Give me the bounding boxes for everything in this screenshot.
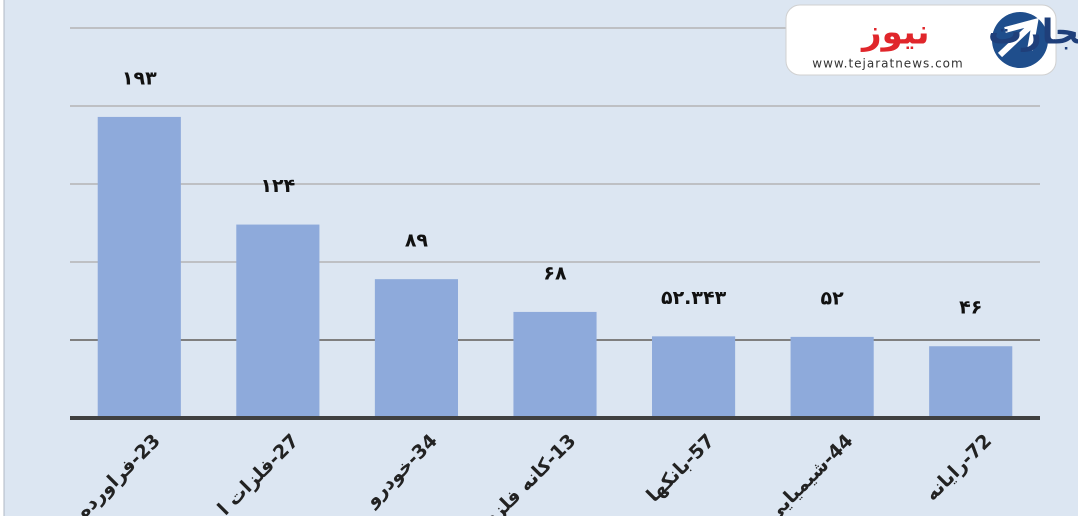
bar — [652, 336, 736, 418]
logo: تجارت نیوز www.tejaratnews.com — [785, 4, 1078, 76]
logo-name-first: تجارت — [988, 13, 1078, 53]
logo-url: www.tejaratnews.com — [812, 57, 963, 71]
bar — [236, 224, 320, 418]
value-label: ۵۲.۳۴۳ — [661, 287, 727, 309]
plot-background — [4, 0, 1078, 516]
bar — [790, 336, 874, 418]
bar — [97, 116, 181, 419]
value-label: ۱۹۳ — [122, 67, 157, 89]
bar — [374, 279, 458, 418]
value-label: ۱۲۴ — [260, 175, 295, 197]
logo-name-second: نیوز — [860, 13, 930, 53]
logo-arrow — [997, 17, 1039, 58]
value-label: ۸۹ — [405, 230, 429, 252]
value-label: ۵۲ — [821, 287, 845, 309]
bar — [929, 346, 1013, 418]
logo-box — [785, 4, 1057, 76]
value-label: ۴۶ — [959, 297, 982, 319]
value-label: ۶۸ — [543, 262, 567, 284]
bar — [513, 311, 597, 418]
